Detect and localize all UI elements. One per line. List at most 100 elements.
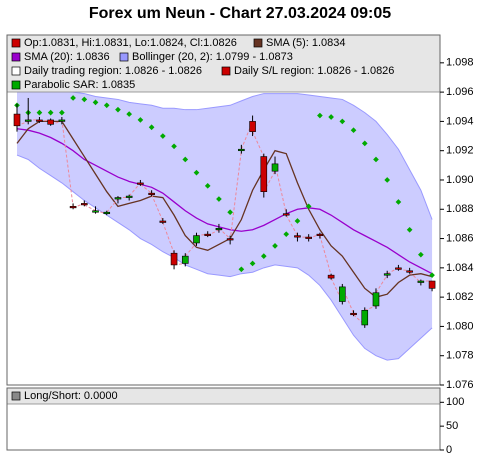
candle-body bbox=[24, 119, 32, 122]
legend-swatch bbox=[11, 52, 21, 62]
y-tick-label: 1.094 bbox=[446, 115, 474, 127]
connector bbox=[184, 242, 197, 257]
connector bbox=[229, 150, 242, 241]
candle-body bbox=[226, 238, 234, 241]
moving-average bbox=[16, 120, 433, 298]
y-tick-label: 50 bbox=[446, 420, 458, 432]
connector bbox=[162, 222, 175, 254]
candle-body bbox=[316, 233, 324, 236]
sar-dot bbox=[193, 169, 200, 176]
sar-dot bbox=[361, 140, 368, 147]
connector bbox=[364, 305, 377, 311]
y-tick-label: 1.076 bbox=[446, 379, 474, 391]
candle-body bbox=[305, 236, 312, 239]
sar-dot bbox=[81, 96, 88, 103]
candle-body bbox=[294, 235, 301, 238]
sar-dot bbox=[283, 231, 290, 237]
legend-label: Op:1.0831, Hi:1.0831, Lo:1.0824, Cl:1.08… bbox=[24, 37, 237, 49]
candle-body bbox=[339, 286, 346, 302]
legend-swatch bbox=[221, 66, 231, 76]
sar-dot bbox=[216, 196, 222, 202]
candle-body bbox=[193, 235, 200, 244]
y-tick-label: 100 bbox=[446, 396, 464, 408]
connector bbox=[274, 163, 287, 214]
legend-label: SMA (5): 1.0834 bbox=[266, 37, 346, 49]
candle-body bbox=[69, 206, 77, 209]
sar-dot bbox=[137, 117, 144, 123]
candle-body bbox=[361, 310, 369, 326]
y-tick-label: 1.082 bbox=[446, 291, 474, 303]
sar-dot bbox=[384, 177, 391, 183]
candle-body bbox=[428, 280, 436, 289]
sar-dot bbox=[92, 99, 99, 106]
candle-body bbox=[260, 156, 268, 192]
legend-swatch bbox=[11, 66, 21, 76]
sar-dot bbox=[317, 112, 323, 119]
legend-label: Parabolic SAR: 1.0835 bbox=[24, 79, 135, 91]
candle-body bbox=[148, 192, 155, 195]
bollinger-lower bbox=[16, 154, 433, 361]
candle-body bbox=[372, 292, 380, 307]
y-tick-label: 1.096 bbox=[446, 86, 474, 98]
plot-border bbox=[6, 34, 441, 386]
sar-dot bbox=[406, 226, 413, 233]
candle-body bbox=[92, 210, 99, 213]
candle-body bbox=[383, 273, 391, 276]
candle-body bbox=[159, 220, 167, 223]
candle-body bbox=[282, 213, 290, 216]
bollinger-fill bbox=[17, 86, 433, 361]
candle-body bbox=[406, 270, 413, 273]
connector bbox=[285, 214, 298, 236]
connector bbox=[263, 170, 276, 192]
sar-dot bbox=[328, 114, 334, 120]
candle-body bbox=[125, 195, 133, 198]
candle-body bbox=[137, 182, 144, 185]
candle-body bbox=[170, 252, 178, 266]
y-tick-label: 1.098 bbox=[446, 57, 474, 69]
connector bbox=[84, 204, 96, 212]
sar-dot bbox=[103, 102, 110, 109]
y-tick-label: 1.092 bbox=[446, 145, 474, 157]
candle-body bbox=[58, 119, 66, 122]
bollinger-upper bbox=[17, 85, 433, 220]
legend-label: SMA (20): 1.0836 bbox=[24, 51, 110, 63]
sar-dot bbox=[373, 156, 379, 163]
sar-dot bbox=[204, 183, 211, 189]
legend-swatch bbox=[11, 80, 21, 90]
candle-body bbox=[13, 113, 21, 127]
sar-dot bbox=[260, 253, 267, 259]
connector bbox=[61, 119, 74, 207]
y-tick-label: 1.086 bbox=[446, 232, 474, 244]
y-tick-label: 1.090 bbox=[446, 174, 474, 186]
sar-dot bbox=[294, 218, 301, 224]
sar-dot bbox=[171, 143, 177, 150]
plot-border bbox=[6, 387, 441, 451]
y-tick-label: 1.078 bbox=[446, 350, 474, 362]
sar-dot bbox=[339, 118, 346, 125]
candle-body bbox=[114, 197, 122, 200]
candle-body bbox=[238, 148, 245, 152]
sar-dot bbox=[429, 272, 435, 278]
legend-label: Long/Short: 0.0000 bbox=[24, 390, 118, 402]
chart-title: Forex um Neun - Chart 27.03.2024 09:05 bbox=[89, 5, 391, 22]
candle-body bbox=[103, 211, 111, 214]
legend-label: Daily S/L region: 1.0826 - 1.0826 bbox=[234, 65, 394, 77]
connector bbox=[252, 131, 265, 157]
candle-body bbox=[181, 255, 189, 264]
sar-dot bbox=[160, 133, 166, 139]
candle-body bbox=[81, 203, 88, 206]
sar-dot bbox=[395, 199, 402, 205]
sar-dot bbox=[418, 251, 424, 258]
legend-label: Bollinger (20, 2): 1.0799 - 1.0873 bbox=[132, 51, 293, 63]
sar-dot bbox=[272, 243, 278, 249]
connector bbox=[319, 235, 332, 276]
sar-dot bbox=[148, 124, 155, 131]
connector bbox=[106, 198, 119, 213]
candle-body bbox=[271, 163, 279, 172]
sar-dot bbox=[249, 260, 256, 267]
candle-body bbox=[327, 274, 335, 279]
y-tick-label: 0 bbox=[446, 444, 452, 456]
sar-dot bbox=[70, 95, 76, 101]
connector bbox=[128, 182, 141, 197]
